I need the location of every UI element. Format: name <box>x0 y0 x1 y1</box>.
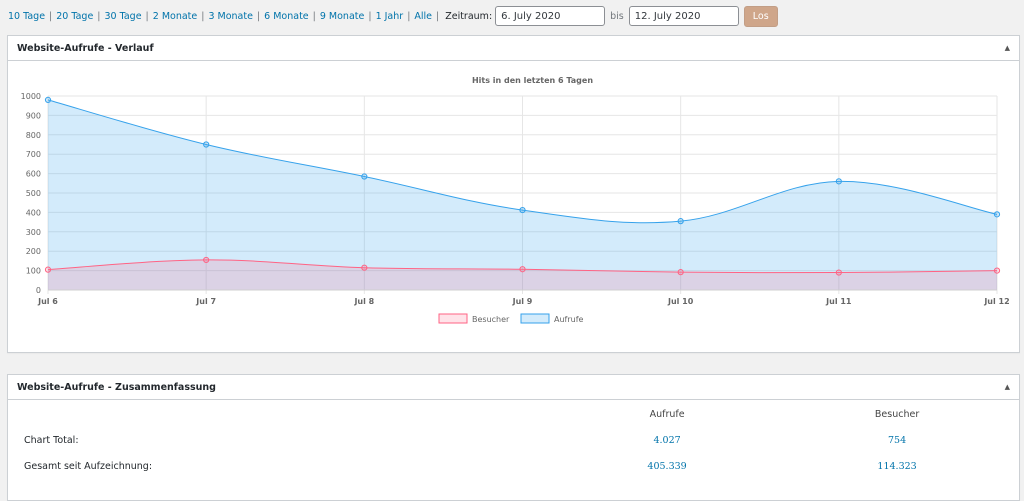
x-tick-label: Jul 9 <box>512 297 533 306</box>
data-point-aufrufe <box>203 141 210 148</box>
y-tick-label: 900 <box>26 111 41 120</box>
x-tick-label: Jul 8 <box>353 297 374 306</box>
x-tick-label: Jul 11 <box>825 297 852 306</box>
y-tick-label: 400 <box>26 208 41 217</box>
data-point-aufrufe <box>677 218 684 225</box>
range-link-6-monate[interactable]: 6 Monate <box>264 10 309 22</box>
separator: | <box>368 10 372 22</box>
table-row: Gesamt seit Aufzeichnung: 405.339 114.32… <box>8 453 1019 479</box>
aufrufe-value: 4.027 <box>653 434 681 446</box>
y-tick-label: 700 <box>26 150 41 159</box>
summary-table: Aufrufe Besucher Chart Total: 4.027 754 … <box>8 401 1019 479</box>
data-point-aufrufe <box>993 211 1001 218</box>
besucher-value: 754 <box>888 434 907 446</box>
range-link-10-tage[interactable]: 10 Tage <box>8 10 46 22</box>
x-tick-label: Jul 12 <box>983 297 1009 306</box>
summary-header-row: Aufrufe Besucher <box>8 401 1019 427</box>
chart-title: Hits in den letzten 6 Tagen <box>472 76 593 85</box>
range-link-20-tage[interactable]: 20 Tage <box>56 10 94 22</box>
panel-title: Website-Aufrufe - Verlauf <box>17 42 154 54</box>
panel-header: Website-Aufrufe - Verlauf ▲ <box>8 36 1019 61</box>
separator: | <box>201 10 205 22</box>
col-header-aufrufe: Aufrufe <box>649 408 685 420</box>
y-tick-label: 800 <box>26 131 41 140</box>
data-point-aufrufe <box>519 206 526 214</box>
separator: | <box>145 10 149 22</box>
y-tick-label: 300 <box>26 228 41 237</box>
data-point-besucher <box>993 267 1001 274</box>
range-link-2-monate[interactable]: 2 Monate <box>152 10 198 22</box>
row-label: Gesamt seit Aufzeichnung: <box>24 460 153 472</box>
separator: | <box>407 10 411 22</box>
data-point-besucher <box>677 269 684 276</box>
date-range-bar: 10 Tage | 20 Tage | 30 Tage | 2 Monate | 3 M… <box>8 4 778 28</box>
range-link-alle[interactable]: Alle <box>414 10 433 22</box>
series-line-aufrufe <box>47 99 998 224</box>
col-header-besucher: Besucher <box>874 408 920 420</box>
legend-swatch-besucher <box>438 313 468 324</box>
series-area-aufrufe <box>48 99 997 290</box>
y-tick-label: 600 <box>26 170 41 179</box>
separator: | <box>49 10 53 22</box>
data-point-besucher <box>519 266 526 273</box>
range-link-3-monate[interactable]: 3 Monate <box>208 10 253 22</box>
panel-title: Website-Aufrufe - Zusammenfassung <box>17 381 216 393</box>
date-from-input[interactable] <box>495 6 606 26</box>
separator: | <box>312 10 316 22</box>
range-link-9-monate[interactable]: 9 Monate <box>319 10 365 22</box>
date-to-input[interactable] <box>628 6 739 26</box>
row-label: Chart Total: <box>24 434 79 446</box>
data-point-besucher <box>835 269 842 276</box>
x-tick-label: Jul 7 <box>195 297 216 306</box>
data-point-besucher <box>203 256 210 264</box>
besucher-value: 114.323 <box>877 460 917 472</box>
bis-label: bis <box>610 10 624 22</box>
legend-label-besucher: Besucher <box>472 315 510 324</box>
separator: | <box>256 10 261 22</box>
series-line-besucher <box>47 259 998 274</box>
triangle-up-icon[interactable]: ▲ <box>1004 383 1010 391</box>
y-tick-label: 1000 <box>21 92 41 101</box>
zeitraum-label: Zeitraum: <box>445 10 493 22</box>
y-tick-label: 0 <box>36 286 41 295</box>
x-tick-label: Jul 6 <box>37 297 58 306</box>
separator: | <box>97 10 101 22</box>
y-tick-label: 500 <box>26 189 41 198</box>
range-link-1-jahr[interactable]: 1 Jahr <box>375 10 404 22</box>
separator: | <box>436 10 440 22</box>
y-tick-label: 200 <box>26 247 41 256</box>
y-tick-label: 100 <box>26 267 41 276</box>
panel-header: Website-Aufrufe - Zusammenfassung ▲ <box>8 375 1019 400</box>
go-button[interactable]: Los <box>743 5 778 27</box>
aufrufe-value: 405.339 <box>647 460 687 472</box>
data-point-besucher <box>361 264 368 271</box>
triangle-up-icon[interactable]: ▲ <box>1004 44 1010 52</box>
series-area-besucher <box>48 259 997 290</box>
verlauf-panel: Website-Aufrufe - Verlauf ▲ Hits in den … <box>7 35 1020 353</box>
data-point-besucher <box>44 266 52 273</box>
legend-swatch-aufrufe <box>520 313 550 324</box>
table-row: Chart Total: 4.027 754 <box>8 427 1019 453</box>
legend-label-aufrufe: Aufrufe <box>554 315 584 324</box>
data-point-aufrufe <box>835 178 842 185</box>
data-point-aufrufe <box>44 96 52 103</box>
hits-chart: Hits in den letzten 6 Tagen 0 100 200 300 400… <box>21 76 1010 324</box>
zusammenfassung-panel: Website-Aufrufe - Zusammenfassung ▲ Aufr… <box>7 374 1020 501</box>
range-link-30-tage[interactable]: 30 Tage <box>104 10 142 22</box>
x-tick-label: Jul 10 <box>667 297 694 306</box>
data-point-aufrufe <box>361 173 368 180</box>
empty-cell <box>8 401 559 427</box>
